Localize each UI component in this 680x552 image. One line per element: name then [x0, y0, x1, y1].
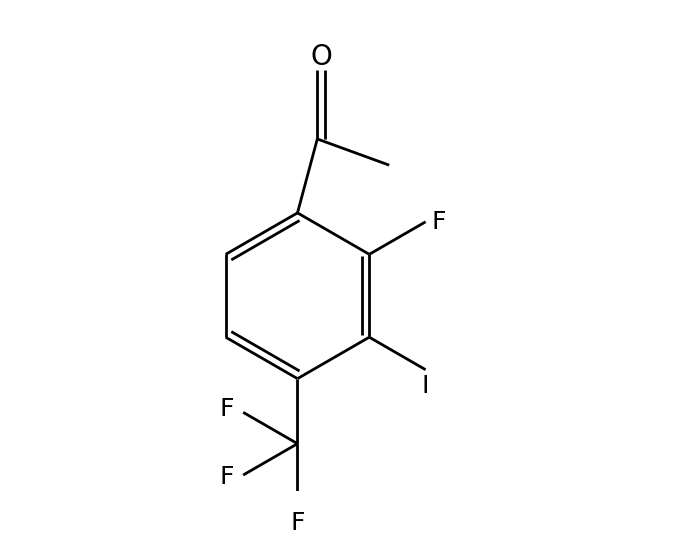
- Text: F: F: [432, 210, 447, 234]
- Text: O: O: [310, 43, 332, 71]
- Text: F: F: [220, 397, 235, 421]
- Text: I: I: [422, 374, 429, 398]
- Text: F: F: [220, 465, 235, 489]
- Text: F: F: [290, 511, 305, 534]
